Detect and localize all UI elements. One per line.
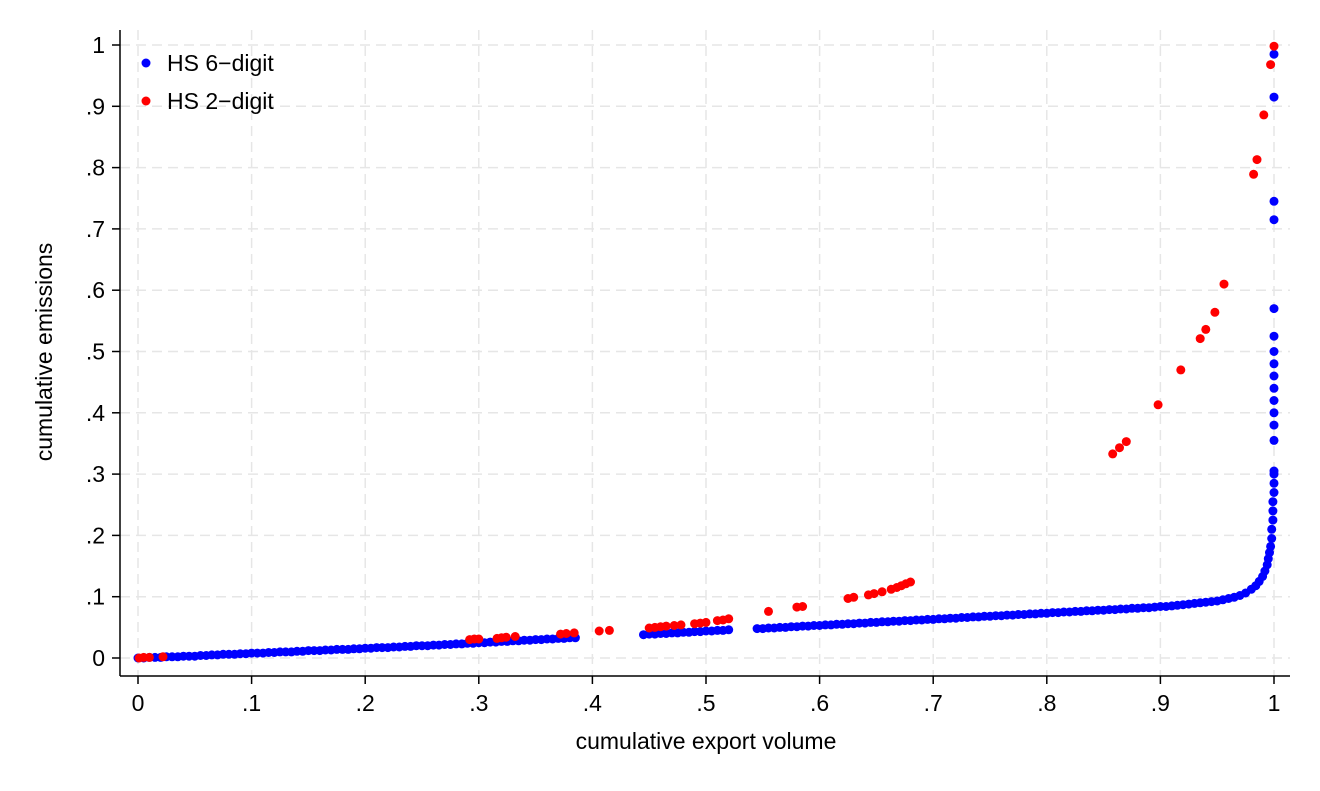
hs6-point <box>1267 524 1277 534</box>
legend: HS 6−digit HS 2−digit <box>141 50 274 114</box>
hs2-point <box>1219 279 1229 289</box>
legend-marker-hs6 <box>141 58 151 68</box>
hs6-point <box>1268 497 1278 507</box>
series-hs2-points <box>134 41 1279 663</box>
x-tick-label: .5 <box>696 690 715 716</box>
hs2-point <box>724 614 734 624</box>
hs2-point <box>1266 60 1276 70</box>
hs2-point <box>604 625 614 635</box>
hs2-point <box>906 577 915 587</box>
hs6-point <box>1269 420 1279 430</box>
hs6-point <box>1269 396 1279 405</box>
series-hs6-points <box>133 49 1279 663</box>
hs2-point <box>501 632 511 642</box>
hs6-point <box>1269 435 1279 445</box>
hs2-point <box>1249 169 1259 179</box>
hs6-point <box>1269 408 1279 418</box>
hs2-point <box>764 606 773 616</box>
x-tick-label: .6 <box>810 690 829 716</box>
x-axis-ticks: 0 .1 .2 .3 .4 .5 .6 .7 .8 .9 1 <box>132 676 1281 716</box>
x-tick-label: .8 <box>1037 690 1056 716</box>
hs2-point <box>1252 155 1262 165</box>
hs2-point <box>676 620 686 630</box>
y-axis-title: cumulative emissions <box>31 243 57 462</box>
x-tick-label: .4 <box>583 690 602 716</box>
x-tick-label: .7 <box>924 690 943 716</box>
grid-lines <box>120 30 1290 676</box>
hs6-point <box>1269 49 1279 59</box>
y-tick-label: 0 <box>92 645 105 671</box>
hs6-point <box>1269 331 1279 341</box>
hs2-point <box>1176 365 1186 375</box>
hs6-point <box>1267 534 1277 543</box>
hs2-point <box>1201 324 1211 334</box>
axes <box>119 30 1290 677</box>
hs2-point <box>661 621 671 631</box>
y-axis-ticks: 0 .1 .2 .3 .4 .5 .6 .7 .8 .9 1 <box>86 32 120 671</box>
hs2-point <box>1108 449 1118 459</box>
hs2-point <box>158 652 168 662</box>
y-tick-label: .7 <box>86 216 105 242</box>
hs2-point <box>594 626 604 636</box>
hs2-point <box>869 589 879 599</box>
legend-label-hs6: HS 6−digit <box>167 50 274 76</box>
hs2-point <box>1195 334 1205 344</box>
x-tick-label: .3 <box>469 690 488 716</box>
hs2-point <box>1121 437 1131 447</box>
x-tick-label: .2 <box>356 690 375 716</box>
hs6-point <box>1269 488 1279 497</box>
hs2-point <box>474 634 484 644</box>
x-tick-label: .1 <box>242 690 261 716</box>
hs6-point <box>1269 215 1279 225</box>
hs2-point <box>569 628 579 638</box>
hs6-point <box>1269 466 1279 476</box>
y-tick-label: .8 <box>86 155 105 181</box>
hs2-point <box>701 617 711 627</box>
legend-marker-hs2 <box>141 96 151 106</box>
hs2-point <box>1153 400 1163 410</box>
hs2-point <box>877 587 887 597</box>
hs6-point <box>1269 371 1279 381</box>
hs6-point <box>724 625 734 635</box>
hs2-point <box>561 629 571 638</box>
hs6-point <box>1268 515 1278 525</box>
x-axis-title: cumulative export volume <box>576 728 837 754</box>
y-tick-label: .1 <box>86 584 105 610</box>
hs2-point <box>1259 110 1269 120</box>
y-tick-label: .9 <box>86 93 105 119</box>
hs2-point <box>1115 443 1124 453</box>
y-tick-label: .5 <box>86 339 105 365</box>
y-tick-label: .4 <box>86 400 105 426</box>
hs6-point <box>1269 347 1279 356</box>
hs2-point <box>798 602 808 611</box>
hs2-point <box>1269 41 1279 51</box>
hs6-point <box>1269 196 1279 206</box>
x-tick-label: .9 <box>1151 690 1170 716</box>
y-tick-label: .3 <box>86 461 105 487</box>
y-tick-label: .2 <box>86 522 105 548</box>
y-tick-label: .6 <box>86 277 105 303</box>
x-tick-label: 0 <box>132 690 145 716</box>
hs6-point <box>1269 359 1279 369</box>
hs2-point <box>849 592 859 602</box>
y-tick-label: 1 <box>92 32 105 58</box>
hs2-point <box>1210 307 1220 317</box>
hs6-point <box>1269 304 1279 314</box>
hs6-point <box>1269 383 1279 393</box>
hs2-point <box>510 632 520 641</box>
hs6-point <box>1269 92 1279 102</box>
hs2-point <box>144 652 154 662</box>
hs6-point <box>1266 541 1276 551</box>
hs2-point <box>669 621 679 630</box>
x-tick-label: 1 <box>1268 690 1281 716</box>
hs6-point <box>1268 506 1278 516</box>
hs6-point <box>1269 478 1279 488</box>
legend-label-hs2: HS 2−digit <box>167 88 274 114</box>
